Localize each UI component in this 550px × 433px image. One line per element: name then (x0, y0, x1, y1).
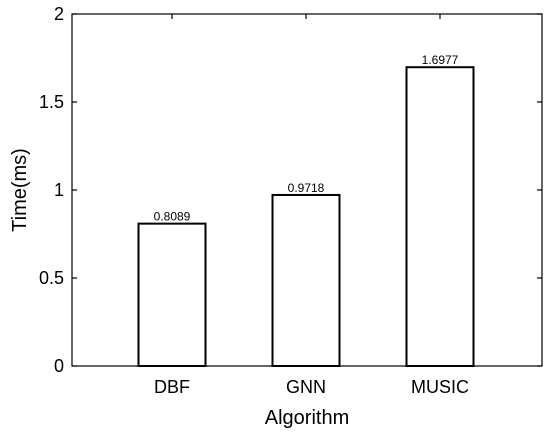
y-tick-label: 2 (54, 4, 64, 24)
x-tick-label: MUSIC (411, 377, 469, 397)
x-tick-label: DBF (154, 377, 190, 397)
y-tick-label: 1 (54, 180, 64, 200)
data-label: 1.6977 (422, 53, 459, 67)
y-tick-label: 1.5 (39, 92, 64, 112)
bar-dbf (137, 222, 207, 367)
x-tick-label: GNN (286, 377, 326, 397)
y-axis-title: Time(ms) (9, 148, 31, 232)
data-labels: 0.8089 0.9718 1.6977 (154, 53, 459, 223)
bar-music (405, 66, 475, 367)
x-axis-title: Algorithm (265, 407, 349, 429)
bar-gnn (271, 193, 341, 367)
bar-series (137, 66, 475, 367)
data-label: 0.8089 (154, 210, 191, 224)
y-axis: 0 0.5 1 1.5 2 (39, 4, 542, 376)
y-tick-label: 0 (54, 356, 64, 376)
y-tick-label: 0.5 (39, 268, 64, 288)
data-label: 0.9718 (288, 181, 325, 195)
